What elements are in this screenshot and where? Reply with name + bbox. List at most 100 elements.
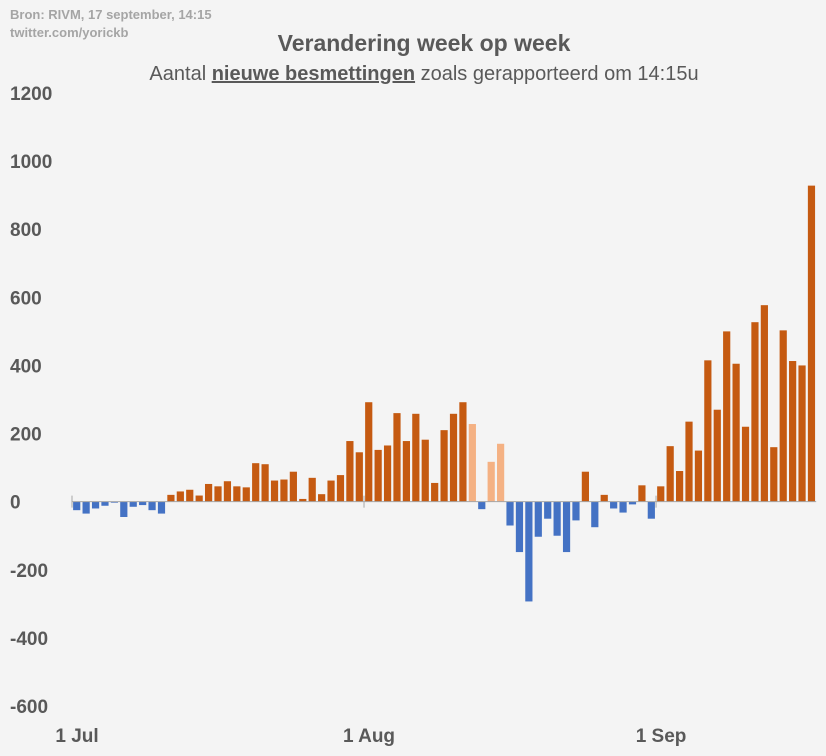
x-axis-ticks: 1 Jul 1 Aug 1 Sep [55,495,687,747]
bar [657,486,665,502]
source-line: Bron: RIVM, 17 september, 14:15 [10,7,212,22]
bar [336,475,345,502]
bar [393,413,401,502]
bar [610,501,618,509]
bar [289,471,297,502]
bar [600,494,608,502]
bar [346,441,354,502]
bar [506,501,514,526]
bar [365,402,373,502]
bar [327,480,335,502]
y-tick-label: 200 [10,425,42,446]
source-note: Bron: RIVM, 17 september, 14:15 twitter.… [10,6,212,42]
bar [110,501,118,503]
bar [204,483,213,502]
bar [176,491,184,502]
bar [591,501,599,528]
bar [223,481,232,502]
bar [544,501,552,519]
bar [148,501,156,511]
bar [233,486,241,502]
x-tick-label: 1 Aug [343,726,395,747]
bar [129,501,137,507]
y-tick-label: 1000 [10,152,52,173]
bar [270,480,279,502]
bar [807,185,816,502]
y-tick-label: -600 [10,697,48,718]
bar [459,402,467,502]
y-tick-label: 1200 [10,84,52,105]
bar [619,501,627,513]
bar [355,452,363,502]
bar [704,360,712,502]
subtitle-highlight: nieuwe besmettingen [211,63,416,85]
bar [383,445,392,502]
bar [421,439,429,502]
bar [723,331,731,502]
bar [318,494,326,502]
bar [299,498,307,502]
x-tick-label: 1 Sep [636,726,687,747]
y-axis-ticks: 1200 1000 800 600 400 200 0 -200 -400 -600 [10,84,52,718]
y-tick-label: 600 [10,288,42,309]
bar [789,361,797,502]
bar [760,305,768,502]
bar [157,501,166,514]
bar [694,450,703,502]
y-tick-label: -400 [10,629,48,650]
bar [779,330,787,502]
bar [139,501,147,506]
bar [167,494,175,502]
bar [525,501,533,602]
bar [242,487,250,502]
bar [308,477,316,502]
subtitle-prefix: Aantal [149,63,212,85]
bar [101,501,109,506]
bar [468,424,476,502]
bar [685,421,693,502]
bar [280,479,288,502]
bar [534,501,542,537]
bars-group [73,185,816,602]
bar [751,322,759,502]
bar [515,501,524,553]
bar [412,413,420,502]
bar [186,489,194,502]
bar [497,443,505,502]
bar [581,471,589,502]
bar [732,363,740,502]
bar [798,365,806,502]
subtitle-suffix: zoals gerapporteerd om 14:15u [415,63,699,85]
chart-title: Verandering week op week [277,30,571,56]
bar [82,501,90,514]
bar [120,501,128,517]
bar [91,501,100,509]
bar [770,447,778,502]
bar [73,501,81,511]
source-link: twitter.com/yorickb [10,25,129,40]
bar [713,409,721,502]
y-tick-label: -200 [10,561,48,582]
bar [638,485,646,502]
bar [214,486,222,502]
y-tick-label: 400 [10,356,42,377]
bar [252,463,260,502]
bar [374,449,382,502]
bar [431,482,439,502]
bar [195,495,203,502]
bar [741,426,750,502]
x-tick-label: 1 Jul [55,726,98,747]
bar [562,501,571,553]
bar [628,501,637,505]
bar [449,413,458,502]
bar [487,461,495,502]
bar [572,501,580,521]
bar [666,446,674,502]
bar [402,441,411,502]
y-tick-label: 800 [10,220,42,241]
bar [675,471,684,502]
bar [261,464,269,502]
bar [553,501,561,536]
bar [647,501,655,519]
